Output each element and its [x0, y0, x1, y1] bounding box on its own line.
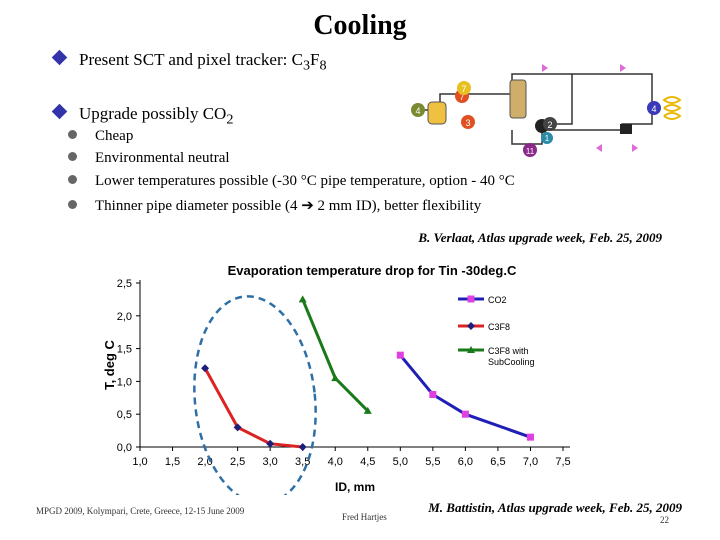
data-point	[526, 433, 534, 441]
data-point	[461, 410, 469, 418]
data-point	[331, 374, 340, 382]
evaporation-chart: Evaporation temperature drop for Tin -30…	[102, 263, 571, 495]
badge-label: 7	[461, 84, 466, 94]
series-line	[399, 354, 531, 439]
legend-label: C3F8 with	[488, 346, 529, 356]
data-point	[396, 351, 404, 359]
data-point	[467, 295, 475, 303]
x-tick-label: 4,0	[328, 456, 343, 468]
highlight-ellipse	[193, 295, 317, 495]
data-point	[429, 391, 437, 399]
coil-icon	[662, 96, 682, 120]
y-axis-label: T, deg C	[102, 339, 117, 389]
chart-title: Evaporation temperature drop for Tin -30…	[228, 263, 517, 278]
data-point	[467, 322, 475, 330]
x-tick-label: 1,5	[165, 456, 180, 468]
badge-label: 2	[547, 120, 552, 130]
x-tick-label: 5,5	[425, 456, 440, 468]
badge	[461, 115, 475, 129]
x-tick-label: 7,5	[555, 456, 570, 468]
badge-label: 7	[459, 92, 464, 102]
x-tick-label: 5,0	[393, 456, 408, 468]
valve-icon	[620, 124, 632, 134]
x-tick-label: 7,0	[523, 456, 538, 468]
y-tick-label: 1,0	[117, 376, 132, 388]
y-tick-label: 0,5	[117, 409, 132, 421]
badge-label: 4	[651, 104, 656, 114]
data-point	[266, 439, 275, 448]
x-tick-label: 6,5	[490, 456, 505, 468]
badge	[523, 143, 537, 157]
flow-arrow-icon	[620, 64, 626, 72]
footer-author: Fred Hartjes	[342, 512, 387, 522]
bullet-dot-icon	[68, 130, 77, 139]
y-tick-label: 2,0	[117, 311, 132, 323]
data-point	[467, 346, 475, 353]
bullet-diamond-icon	[51, 49, 68, 66]
accumulator-icon	[509, 79, 527, 119]
data-point	[233, 423, 242, 432]
vessel-icon	[427, 101, 447, 125]
sub-item: Thinner pipe diameter possible (4 ➔ 2 mm…	[68, 196, 481, 215]
legend-label: C3F8	[488, 322, 510, 332]
slide-title: Cooling	[313, 10, 407, 41]
badge	[543, 117, 557, 131]
credit-top: B. Verlaat, Atlas upgrade week, Feb. 25,…	[418, 230, 662, 245]
badge-label: 1	[545, 134, 550, 143]
badge-label: 4	[415, 106, 420, 116]
badge-label: 11	[526, 147, 535, 156]
legend-label: SubCooling	[488, 357, 535, 367]
bullet-dot-icon	[68, 200, 77, 209]
bullet-dot-icon	[68, 152, 77, 161]
series-line	[203, 367, 303, 449]
badge-label: 3	[465, 118, 470, 128]
flow-arrow-icon	[632, 144, 638, 152]
bullet-upgrade: Upgrade possibly CO2	[51, 103, 233, 128]
bullet-present: Present SCT and pixel tracker: C3F8	[51, 49, 327, 74]
flow-arrow-icon	[542, 64, 548, 72]
sub-item: Cheap	[68, 128, 133, 145]
x-tick-label: 1,0	[132, 456, 147, 468]
sub-item: Lower temperatures possible (-30 °C pipe…	[68, 173, 515, 190]
data-point	[363, 406, 372, 414]
data-point	[298, 443, 307, 451]
x-tick-label: 3,0	[263, 456, 278, 468]
x-tick-label: 6,0	[458, 456, 473, 468]
badge	[411, 103, 425, 117]
x-tick-label: 4,5	[360, 456, 375, 468]
x-tick-label: 2,5	[230, 456, 245, 468]
badge	[647, 101, 661, 115]
y-tick-label: 0,0	[117, 442, 132, 454]
page-number: 22	[660, 515, 669, 525]
footer-conference: MPGD 2009, Kolympari, Crete, Greece, 12-…	[36, 506, 245, 516]
bullet-diamond-icon	[51, 103, 68, 120]
sub-item: Environmental neutral	[68, 150, 230, 167]
bullet-dot-icon	[68, 175, 77, 184]
cooling-loop-diagram: 7 4 7 3 2 4 11 1	[411, 64, 682, 157]
pipe-line	[542, 73, 653, 131]
badge	[457, 81, 471, 95]
credit-bottom: M. Battistin, Atlas upgrade week, Feb. 2…	[428, 500, 682, 515]
series-line	[301, 298, 369, 412]
data-point	[201, 364, 210, 373]
badge	[541, 132, 553, 144]
legend-label: CO2	[488, 295, 507, 305]
y-tick-label: 1,5	[117, 344, 132, 356]
flow-arrow-icon	[596, 144, 602, 152]
data-point	[298, 295, 307, 303]
y-tick-label: 2,5	[117, 278, 132, 290]
x-axis-label: ID, mm	[335, 480, 375, 494]
